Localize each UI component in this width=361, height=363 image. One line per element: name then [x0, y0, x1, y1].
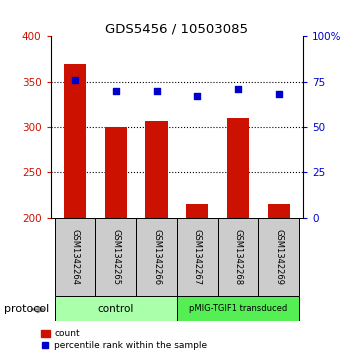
Text: GSM1342268: GSM1342268	[234, 229, 243, 285]
Bar	[95, 218, 136, 296]
Text: GSM1342265: GSM1342265	[111, 229, 120, 285]
Text: GSM1342266: GSM1342266	[152, 229, 161, 285]
Bar	[227, 118, 249, 218]
Point	[154, 88, 160, 94]
Bar	[177, 218, 218, 296]
Bar	[218, 218, 258, 296]
Text: control: control	[97, 303, 134, 314]
Bar	[268, 204, 290, 218]
Bar	[177, 296, 299, 321]
Point	[194, 93, 200, 99]
Text: pMIG-TGIF1 transduced: pMIG-TGIF1 transduced	[189, 304, 287, 313]
Bar	[145, 121, 168, 218]
Point	[113, 88, 119, 94]
Point	[72, 77, 78, 83]
Text: GSM1342267: GSM1342267	[193, 229, 202, 285]
Legend: count, percentile rank within the sample: count, percentile rank within the sample	[41, 329, 207, 350]
Text: protocol: protocol	[4, 304, 49, 314]
Bar	[105, 127, 127, 218]
Point	[276, 91, 282, 97]
Bar	[64, 64, 86, 218]
Bar	[258, 218, 299, 296]
Text: GSM1342264: GSM1342264	[70, 229, 79, 285]
Bar	[55, 218, 95, 296]
Bar	[136, 218, 177, 296]
Title: GDS5456 / 10503085: GDS5456 / 10503085	[105, 22, 248, 35]
Point	[235, 86, 241, 92]
Text: GSM1342269: GSM1342269	[274, 229, 283, 285]
Bar	[186, 204, 209, 218]
Bar	[55, 296, 177, 321]
